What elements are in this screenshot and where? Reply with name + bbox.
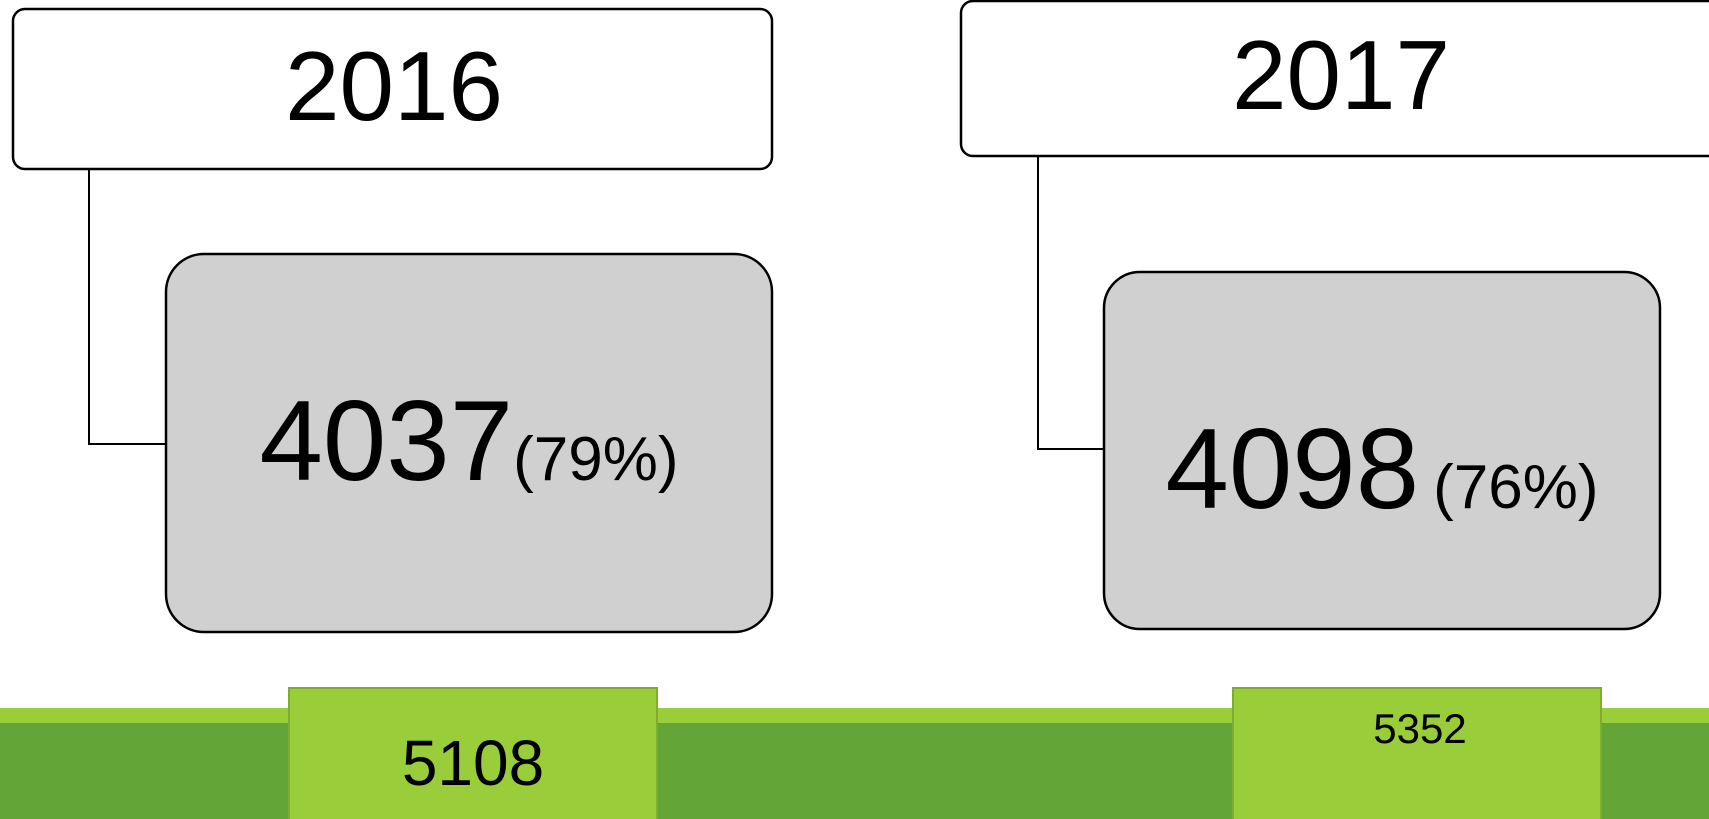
connector — [88, 169, 166, 445]
total-box — [288, 687, 658, 819]
total: 5352 — [1373, 705, 1466, 752]
value-text: 4037(79%) — [260, 378, 679, 505]
value: 4098 — [1166, 406, 1420, 533]
value-box — [164, 252, 774, 634]
year-box — [11, 7, 774, 171]
percent: (79%) — [513, 425, 678, 494]
total-box — [1232, 687, 1602, 819]
panel: 2017 4098 (76%) 5352 — [959, 0, 1709, 819]
value: 4037 — [260, 378, 514, 505]
connector — [1037, 156, 1104, 450]
year: 2017 — [1232, 20, 1450, 130]
year-box — [959, 0, 1709, 158]
year: 2016 — [285, 31, 503, 141]
value-box — [1102, 270, 1662, 631]
panel: 2016 4037(79%) 5108 — [11, 7, 774, 819]
percent: (76%) — [1433, 453, 1598, 522]
value-text: 4098 (76%) — [1166, 406, 1599, 533]
total: 5108 — [402, 727, 544, 799]
